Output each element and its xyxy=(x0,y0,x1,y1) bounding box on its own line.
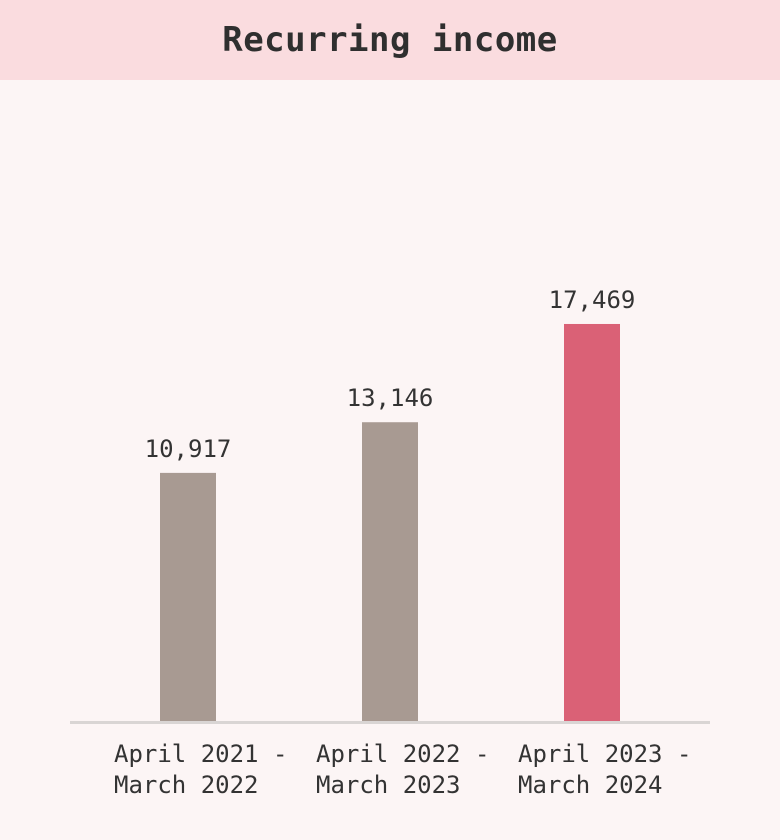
bars-group xyxy=(160,323,620,721)
category-label-1: April 2021 - March 2022 xyxy=(114,740,287,799)
chart-header: Recurring income xyxy=(0,0,780,80)
bar-2 xyxy=(362,422,418,721)
category-label-line: April 2023 - xyxy=(518,740,691,768)
value-label-2: 13,146 xyxy=(347,384,434,412)
category-label-2: April 2022 - March 2023 xyxy=(316,740,489,799)
category-label-line: March 2024 xyxy=(518,771,663,799)
bar-1 xyxy=(160,472,216,721)
category-labels-group: April 2021 - March 2022 April 2022 - March … xyxy=(114,740,691,799)
value-labels-group: 10,917 13,146 17,469 xyxy=(145,286,636,463)
bar-chart: 10,917 13,146 17,469 April 2021 - March 202… xyxy=(70,286,710,799)
category-label-3: April 2023 - March 2024 xyxy=(518,740,691,799)
category-label-line: April 2022 - xyxy=(316,740,489,768)
category-label-line: March 2023 xyxy=(316,771,461,799)
chart-title: Recurring income xyxy=(222,20,558,60)
category-label-line: April 2021 - xyxy=(114,740,287,768)
category-label-line: March 2022 xyxy=(114,771,259,799)
value-label-3: 17,469 xyxy=(549,286,636,314)
value-label-1: 10,917 xyxy=(145,435,232,463)
bar-3 xyxy=(564,323,620,721)
chart-area: 10,917 13,146 17,469 April 2021 - March 202… xyxy=(0,80,780,840)
